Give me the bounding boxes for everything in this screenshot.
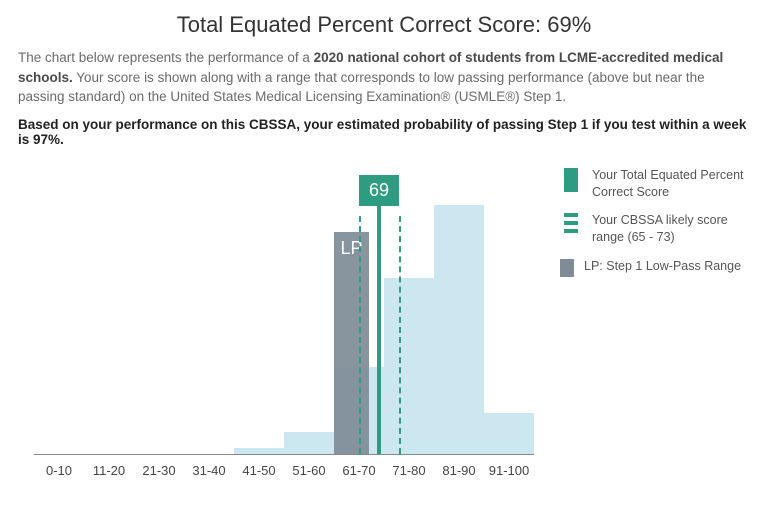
- legend: Your Total Equated Percent Correct Score…: [560, 167, 745, 290]
- legend-label-range: Your CBSSA likely score range (65 - 73): [592, 212, 745, 246]
- probability-statement: Based on your performance on this CBSSA,…: [0, 117, 768, 161]
- histogram-bar: [484, 413, 534, 454]
- range-line: [359, 216, 361, 454]
- range-line: [399, 216, 401, 454]
- lp-label: LP: [334, 238, 369, 259]
- score-flag: 69: [359, 175, 399, 206]
- legend-item-lp: LP: Step 1 Low-Pass Range: [560, 258, 745, 277]
- x-tick-label: 61-70: [342, 463, 375, 478]
- legend-label-score: Your Total Equated Percent Correct Score: [592, 167, 745, 201]
- x-tick-label: 51-60: [292, 463, 325, 478]
- x-tick-label: 41-50: [242, 463, 275, 478]
- legend-item-range: Your CBSSA likely score range (65 - 73): [560, 212, 745, 246]
- desc-mid: Your score is shown along with a range t…: [18, 70, 705, 105]
- description-paragraph: The chart below represents the performan…: [0, 48, 768, 117]
- legend-swatch-range: [564, 213, 578, 237]
- legend-swatch-lp: [560, 259, 574, 277]
- histogram-bar: [384, 278, 434, 454]
- legend-label-lp: LP: Step 1 Low-Pass Range: [584, 258, 741, 275]
- x-tick-label: 11-20: [93, 463, 125, 478]
- x-tick-label: 81-90: [442, 463, 475, 478]
- histogram-bar: [284, 432, 334, 454]
- x-tick-label: 21-30: [142, 463, 175, 478]
- x-tick-label: 71-80: [392, 463, 425, 478]
- score-histogram: 0-10 11-20 21-30 31-40 41-50 51-60 61-70 71-80 8…: [0, 161, 768, 509]
- histogram-bar: [234, 448, 284, 453]
- plot-region: 0-1011-2021-3031-4041-5051-6061-7071-808…: [34, 185, 534, 455]
- legend-item-score: Your Total Equated Percent Correct Score: [560, 167, 745, 201]
- score-line: [377, 205, 381, 453]
- desc-pre: The chart below represents the performan…: [18, 50, 314, 65]
- x-tick-label: 0-10: [46, 463, 72, 478]
- x-tick-label: 91-100: [489, 463, 529, 478]
- x-tick-label: 31-40: [192, 463, 225, 478]
- x-axis: [34, 454, 534, 455]
- lp-band: [334, 232, 369, 453]
- page-title: Total Equated Percent Correct Score: 69%: [0, 0, 768, 48]
- legend-swatch-score: [564, 168, 578, 192]
- histogram-bar: [434, 205, 484, 453]
